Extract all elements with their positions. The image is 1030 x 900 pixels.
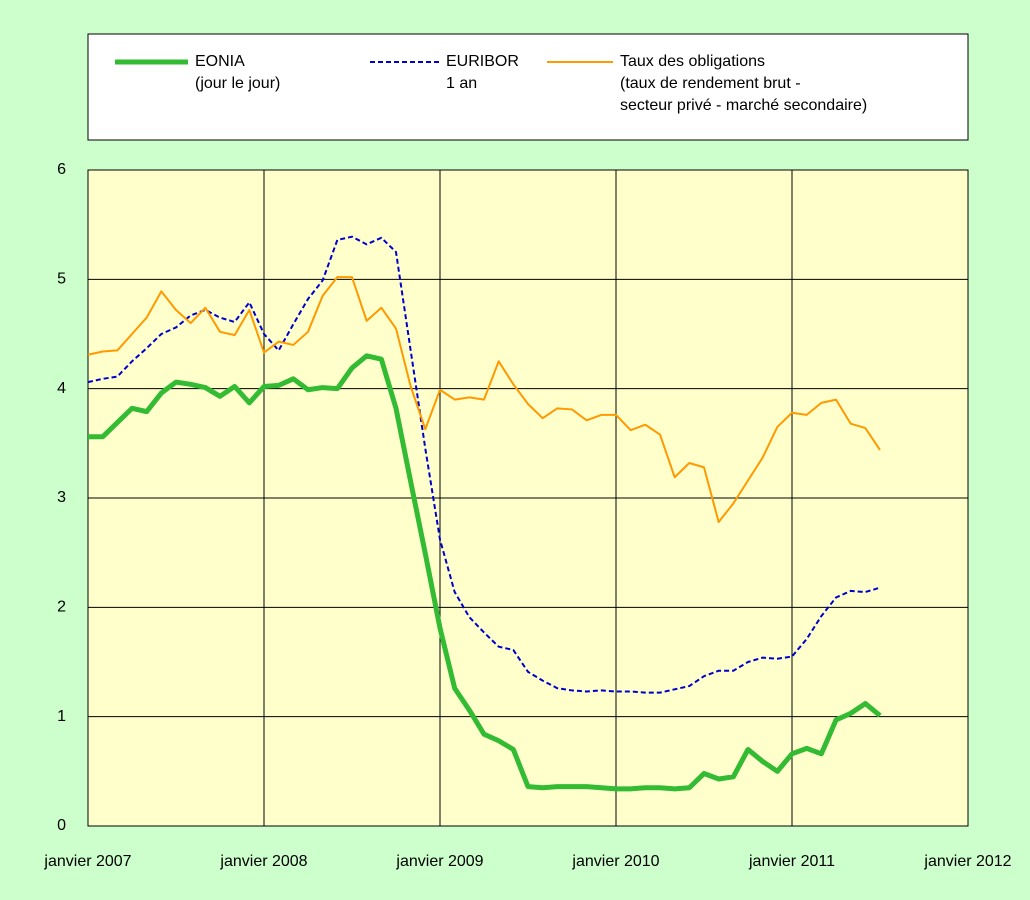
legend-box	[87, 33, 969, 141]
series-line	[88, 353, 882, 792]
legend-label: EURIBOR 1 an	[446, 53, 519, 92]
series-line	[87, 235, 881, 694]
legend-label: EONIA (jour le jour)	[195, 53, 281, 92]
y-tick-label: 0	[57, 817, 66, 834]
y-tick-label: 1	[57, 708, 66, 725]
y-tick-label: 6	[57, 161, 66, 178]
x-tick-label: janvier 2009	[395, 853, 483, 870]
plot-border	[87, 169, 969, 827]
x-tick-label: janvier 2010	[571, 853, 659, 870]
x-tick-label: janvier 2011	[748, 853, 835, 870]
y-tick-label: 3	[57, 489, 66, 506]
y-tick-label: 5	[57, 271, 66, 288]
y-tick-label: 4	[57, 380, 66, 397]
y-tick-label: 2	[57, 599, 66, 616]
legend-label: Taux des obligations (taux de rendement …	[620, 53, 868, 114]
series-line	[87, 276, 881, 524]
x-tick-label: janvier 2012	[923, 853, 1011, 870]
x-tick-label: janvier 2008	[219, 853, 307, 870]
x-tick-label: janvier 2007	[43, 853, 131, 870]
